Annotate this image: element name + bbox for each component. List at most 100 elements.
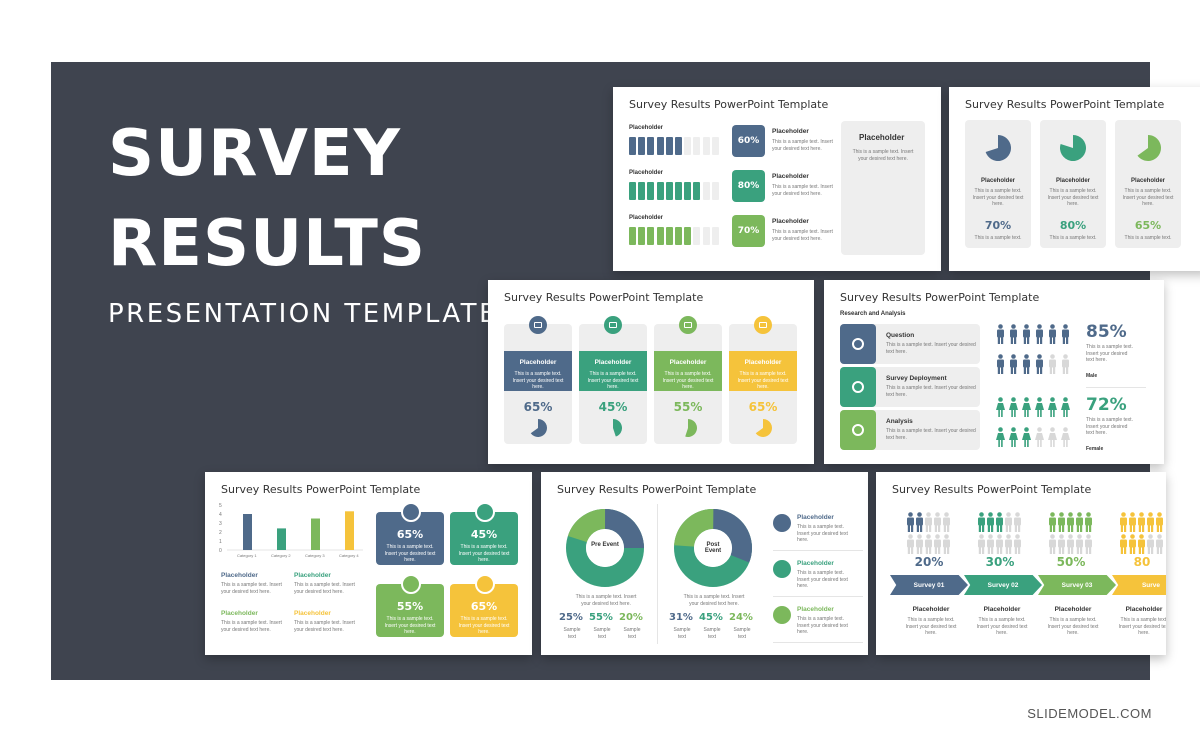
pct-box: 70% [732, 215, 765, 247]
slide-bars[interactable]: Survey Results PowerPoint Template Place… [613, 87, 941, 271]
slide-pies[interactable]: Survey Results PowerPoint Template Place… [949, 87, 1200, 271]
step-title: Analysis [886, 418, 913, 425]
pre-value: 20% [619, 612, 643, 623]
person-icon [987, 534, 994, 554]
person-icon [997, 354, 1004, 374]
slide-title: Survey Results PowerPoint Template [629, 98, 829, 111]
person-icon [943, 512, 950, 532]
person-icon [1036, 324, 1043, 344]
survey-step-label: Survey 03 [1061, 581, 1093, 589]
bar-segment [647, 182, 655, 200]
band-text: This is a sample text. Insert your desir… [737, 371, 789, 390]
person-icon [1067, 534, 1074, 554]
pre-value-caption: Sample text [563, 627, 581, 640]
person-icon [1138, 534, 1145, 554]
step-text: This is a sample text. Insert your desir… [905, 617, 957, 636]
x-tick-label: Category 1 [237, 553, 257, 558]
slide-survey-steps[interactable]: Survey Results PowerPoint Template 20% Su… [876, 472, 1166, 655]
pct-box: 60% [732, 125, 765, 157]
pie-card: Placeholder This is a sample text. Insert… [965, 120, 1031, 248]
pct-value: 60% [737, 136, 760, 146]
band-text: This is a sample text. Insert your desir… [512, 371, 564, 390]
female-person-icon [1009, 427, 1018, 447]
y-tick-label: 5 [219, 503, 222, 509]
pct-box: 80% [732, 170, 765, 202]
category-icon [529, 316, 547, 334]
icon-glyph [534, 322, 542, 328]
chart-bar [311, 518, 320, 550]
survey-arrow: Survey 03 [1038, 575, 1116, 595]
person-icon [978, 512, 985, 532]
bar-segment [684, 137, 692, 155]
step-heading: Placeholder [1125, 606, 1163, 613]
text-label: Placeholder [294, 572, 331, 579]
pre-event-label: Pre Event [591, 542, 619, 548]
stat-icon [475, 574, 495, 594]
pie-pct: 80% [1059, 219, 1087, 232]
person-icon [1147, 534, 1154, 554]
pie-card: Placeholder This is a sample text. Insert… [1040, 120, 1106, 248]
person-icon [1076, 534, 1083, 554]
slide-donuts[interactable]: Survey Results PowerPoint Template Pre E… [541, 472, 868, 655]
bar-segment [629, 182, 636, 200]
slide-four-cards[interactable]: Survey Results PowerPoint Template Place… [488, 280, 814, 464]
card-pct: 45% [598, 400, 628, 414]
male-label: Male [1086, 373, 1098, 379]
post-value-caption: Sample text [733, 627, 751, 640]
step-heading: Placeholder [912, 606, 950, 613]
item-text: This is a sample text. Insert your desir… [772, 184, 833, 197]
survey-arrow: Survey 01 [890, 575, 968, 595]
item-label: Placeholder [772, 173, 809, 180]
survey-step-label: Surve [1141, 581, 1161, 589]
band-text: This is a sample text. Insert your desir… [587, 371, 639, 390]
person-icon [997, 324, 1004, 344]
text-label: Placeholder [221, 572, 258, 579]
x-tick-label: Category 4 [339, 553, 359, 558]
person-icon [1120, 512, 1127, 532]
person-icon [916, 534, 923, 554]
person-icon [1129, 534, 1136, 554]
pie-label: Placeholder [980, 178, 1015, 184]
text-label: Placeholder [221, 610, 258, 617]
survey-step-label: Survey 01 [913, 581, 945, 589]
category-icon [604, 316, 622, 334]
survey-arrow: Surve [1112, 575, 1166, 595]
bar-segment [629, 137, 636, 155]
pie-label: Placeholder [1130, 178, 1165, 184]
pie-chart [985, 135, 1011, 161]
slide-people[interactable]: Survey Results PowerPoint Template Resea… [824, 280, 1164, 464]
female-person-icon [1061, 427, 1070, 447]
pre-value-caption: Sample text [593, 627, 611, 640]
pie-caption: This is a sample text. [1124, 235, 1172, 241]
step-title: Survey Deployment [886, 375, 947, 382]
text-label: Placeholder [294, 610, 331, 617]
female-person-icon [1061, 397, 1070, 417]
divider [773, 550, 863, 551]
person-icon [1062, 324, 1069, 344]
bar-segment [629, 227, 636, 245]
step-text: This is a sample text. Insert your desir… [886, 428, 976, 441]
icon-glyph [684, 322, 692, 328]
person-icon [1010, 324, 1017, 344]
male-text: This is a sample text. Insert your desir… [1086, 344, 1133, 363]
bar-segment [638, 182, 646, 200]
stat-icon [401, 574, 421, 594]
color-band: Placeholder This is a sample text. Insert… [729, 351, 797, 391]
person-icon [1005, 534, 1012, 554]
step-icon [840, 324, 876, 364]
bar-segment [665, 182, 673, 200]
bar-segment [702, 137, 710, 155]
step-text: This is a sample text. Insert your desir… [1047, 617, 1099, 636]
person-icon [1156, 534, 1163, 554]
hero-subtitle: PRESENTATION TEMPLATE [108, 299, 498, 329]
bar-segment [702, 227, 710, 245]
color-band: Placeholder This is a sample text. Insert… [579, 351, 647, 391]
step-text: This is a sample text. Insert your desir… [886, 342, 976, 355]
card-pct: 65% [523, 400, 553, 414]
post-value: 31% [669, 612, 693, 623]
row-label: Placeholder [629, 170, 664, 176]
bar-segment [647, 137, 655, 155]
post-caption: This is a sample text. Insert your desir… [683, 594, 745, 607]
slide-bar-chart[interactable]: Survey Results PowerPoint Template 5 4 3 2 1… [205, 472, 532, 655]
stat-text: This is a sample text. Insert your desir… [458, 616, 510, 635]
